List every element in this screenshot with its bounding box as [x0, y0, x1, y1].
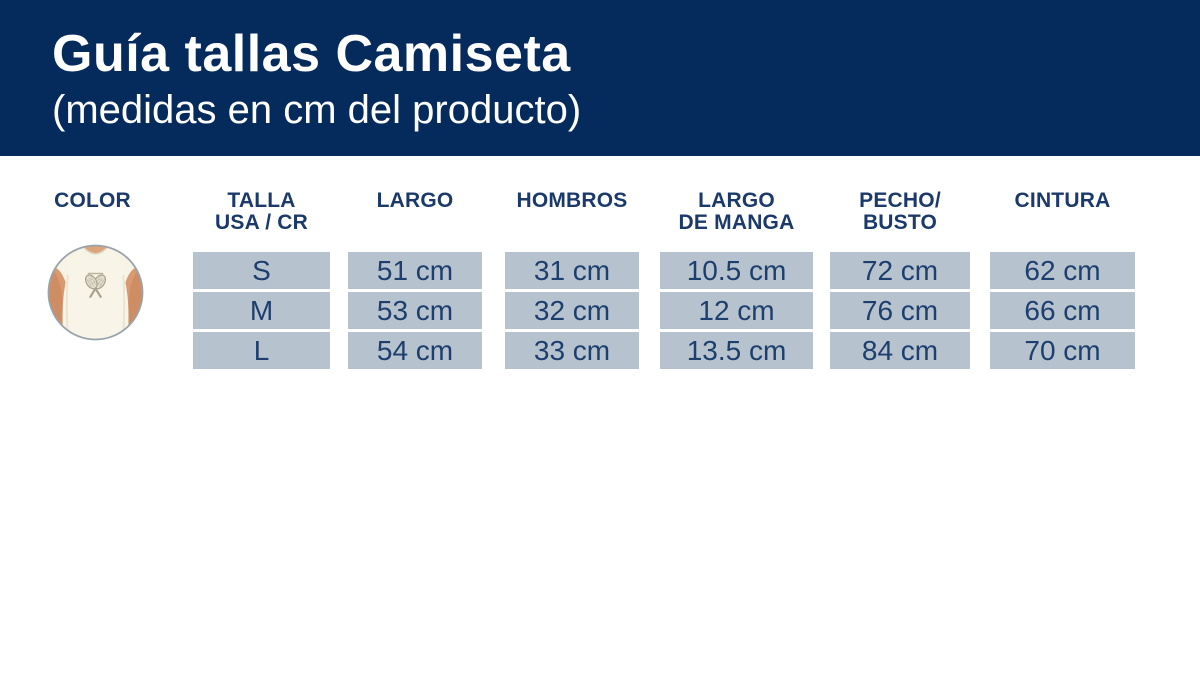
cell-hombros-m: 32 cm: [505, 292, 639, 329]
cell-largo-s: 51 cm: [348, 252, 482, 289]
column-header-label: PECHO/: [859, 189, 941, 212]
cell-hombros-s: 31 cm: [505, 252, 639, 289]
cell-cintura-s: 62 cm: [990, 252, 1135, 289]
column-header-talla: TALLA USA / CR: [193, 190, 330, 234]
tshirt-photo-swatch: [47, 244, 144, 341]
column-header-label: LARGO: [376, 189, 454, 212]
column-header-largo-de-manga: LARGO DE MANGA: [660, 190, 813, 234]
column-header-label: CINTURA: [1014, 189, 1111, 212]
cell-talla-s: S: [193, 252, 330, 289]
cell-talla-l: L: [193, 332, 330, 369]
cell-talla-m: M: [193, 292, 330, 329]
crossed-tennis-rackets-icon: [84, 274, 107, 298]
column-header-hombros: HOMBROS: [505, 190, 639, 212]
title-band: Guía tallas Camiseta (medidas en cm del …: [0, 0, 1200, 156]
cell-pecho-l: 84 cm: [830, 332, 970, 369]
cell-cintura-m: 66 cm: [990, 292, 1135, 329]
column-header-cintura: CINTURA: [990, 190, 1135, 212]
cell-largo-m: 53 cm: [348, 292, 482, 329]
column-header-pecho-busto: PECHO/ BUSTO: [830, 190, 970, 234]
page-title: Guía tallas Camiseta: [52, 25, 571, 83]
swatch-circle-border: [47, 244, 144, 341]
cell-manga-m: 12 cm: [660, 292, 813, 329]
column-header-label-line2: DE MANGA: [678, 211, 795, 234]
column-header-label-line2: BUSTO: [862, 211, 938, 234]
cell-hombros-l: 33 cm: [505, 332, 639, 369]
column-header-label: COLOR: [54, 189, 131, 212]
column-header-label: LARGO: [698, 189, 775, 212]
cell-largo-l: 54 cm: [348, 332, 482, 369]
tshirt-photo-content: [48, 245, 143, 340]
cell-pecho-s: 72 cm: [830, 252, 970, 289]
cell-cintura-l: 70 cm: [990, 332, 1135, 369]
column-header-color: COLOR: [35, 190, 150, 212]
column-header-label: TALLA: [227, 189, 296, 212]
page-subtitle: (medidas en cm del producto): [52, 88, 582, 132]
cell-manga-l: 13.5 cm: [660, 332, 813, 369]
column-header-label: HOMBROS: [516, 189, 628, 212]
cell-pecho-m: 76 cm: [830, 292, 970, 329]
column-header-label-line2: USA / CR: [215, 211, 308, 234]
shirt-text-print: [87, 272, 104, 275]
cell-manga-s: 10.5 cm: [660, 252, 813, 289]
column-header-largo: LARGO: [348, 190, 482, 212]
